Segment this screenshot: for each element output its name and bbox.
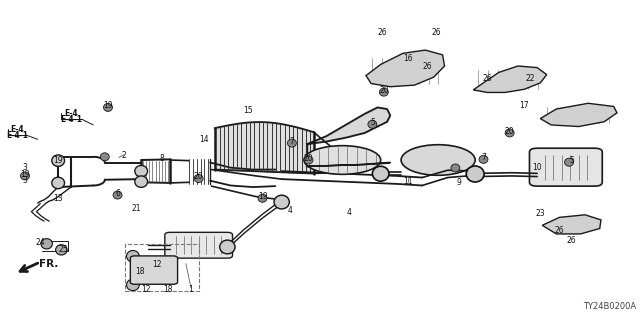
Polygon shape	[542, 215, 601, 234]
Ellipse shape	[194, 174, 203, 182]
Text: 25: 25	[58, 245, 68, 254]
Text: 15: 15	[244, 106, 253, 115]
Text: FR.: FR.	[39, 259, 58, 268]
Text: 7: 7	[289, 137, 294, 146]
Text: 5: 5	[570, 156, 575, 165]
Text: E-4-1: E-4-1	[60, 115, 82, 124]
Text: 26: 26	[431, 28, 441, 37]
Ellipse shape	[372, 166, 389, 181]
Text: 20: 20	[379, 86, 388, 95]
Ellipse shape	[304, 146, 381, 174]
Text: 26: 26	[422, 62, 432, 71]
Ellipse shape	[54, 158, 63, 167]
Text: 14: 14	[199, 135, 209, 144]
Bar	[125, 244, 198, 291]
Text: 22: 22	[526, 74, 536, 83]
Text: 19: 19	[258, 192, 268, 201]
FancyBboxPatch shape	[529, 148, 602, 186]
FancyBboxPatch shape	[165, 232, 232, 258]
Text: E-4: E-4	[10, 124, 24, 133]
Ellipse shape	[258, 194, 267, 202]
Text: 19: 19	[20, 170, 30, 179]
Ellipse shape	[41, 239, 52, 249]
Text: 26: 26	[555, 226, 564, 235]
Text: 4: 4	[346, 208, 351, 217]
Text: 18: 18	[163, 285, 173, 294]
Ellipse shape	[52, 177, 65, 189]
Text: 3: 3	[22, 164, 28, 172]
Text: 3: 3	[22, 176, 28, 185]
Text: 11: 11	[403, 177, 413, 186]
Text: 26: 26	[377, 28, 387, 37]
Text: 9: 9	[457, 178, 461, 187]
Ellipse shape	[479, 155, 488, 164]
Ellipse shape	[505, 129, 514, 137]
Text: 16: 16	[403, 53, 413, 62]
Ellipse shape	[401, 145, 475, 175]
Polygon shape	[366, 50, 445, 87]
Text: 23: 23	[536, 209, 545, 218]
Ellipse shape	[304, 156, 313, 164]
Ellipse shape	[100, 153, 109, 161]
Text: 18: 18	[135, 267, 145, 276]
Text: 5: 5	[370, 118, 375, 127]
Text: 12: 12	[152, 260, 162, 269]
Text: 8: 8	[160, 154, 164, 163]
Text: 7: 7	[481, 153, 486, 162]
Text: 1: 1	[189, 284, 193, 293]
Text: 12: 12	[141, 285, 151, 294]
Text: 6: 6	[115, 189, 120, 198]
Ellipse shape	[274, 195, 289, 209]
Text: TY24B0200A: TY24B0200A	[583, 302, 636, 311]
Ellipse shape	[113, 191, 122, 199]
Text: 21: 21	[131, 204, 141, 213]
Text: 17: 17	[520, 101, 529, 110]
Ellipse shape	[135, 165, 148, 177]
Text: 20: 20	[194, 172, 204, 181]
Ellipse shape	[52, 155, 65, 166]
Text: 19: 19	[53, 156, 63, 165]
Ellipse shape	[564, 158, 573, 166]
Text: 10: 10	[532, 163, 542, 172]
Text: 26: 26	[483, 74, 492, 83]
Text: 20: 20	[304, 154, 314, 163]
Ellipse shape	[220, 240, 235, 254]
Text: 26: 26	[566, 236, 576, 245]
Ellipse shape	[368, 120, 377, 128]
Ellipse shape	[20, 172, 29, 180]
Ellipse shape	[380, 88, 388, 96]
Ellipse shape	[287, 139, 296, 147]
Ellipse shape	[56, 245, 67, 255]
Text: E-4: E-4	[64, 109, 77, 118]
Ellipse shape	[467, 166, 484, 182]
Text: 24: 24	[35, 238, 45, 247]
Ellipse shape	[104, 103, 113, 111]
Polygon shape	[473, 66, 547, 92]
Ellipse shape	[135, 176, 148, 188]
Polygon shape	[540, 103, 617, 126]
Ellipse shape	[127, 279, 140, 291]
Ellipse shape	[127, 251, 140, 262]
Text: E-4-1: E-4-1	[6, 131, 28, 140]
Text: 19: 19	[103, 101, 113, 110]
Ellipse shape	[451, 164, 460, 172]
Text: 20: 20	[505, 127, 515, 136]
Text: 2: 2	[122, 151, 126, 160]
FancyBboxPatch shape	[131, 256, 177, 284]
Text: 13: 13	[53, 194, 63, 203]
Text: 4: 4	[287, 206, 292, 215]
